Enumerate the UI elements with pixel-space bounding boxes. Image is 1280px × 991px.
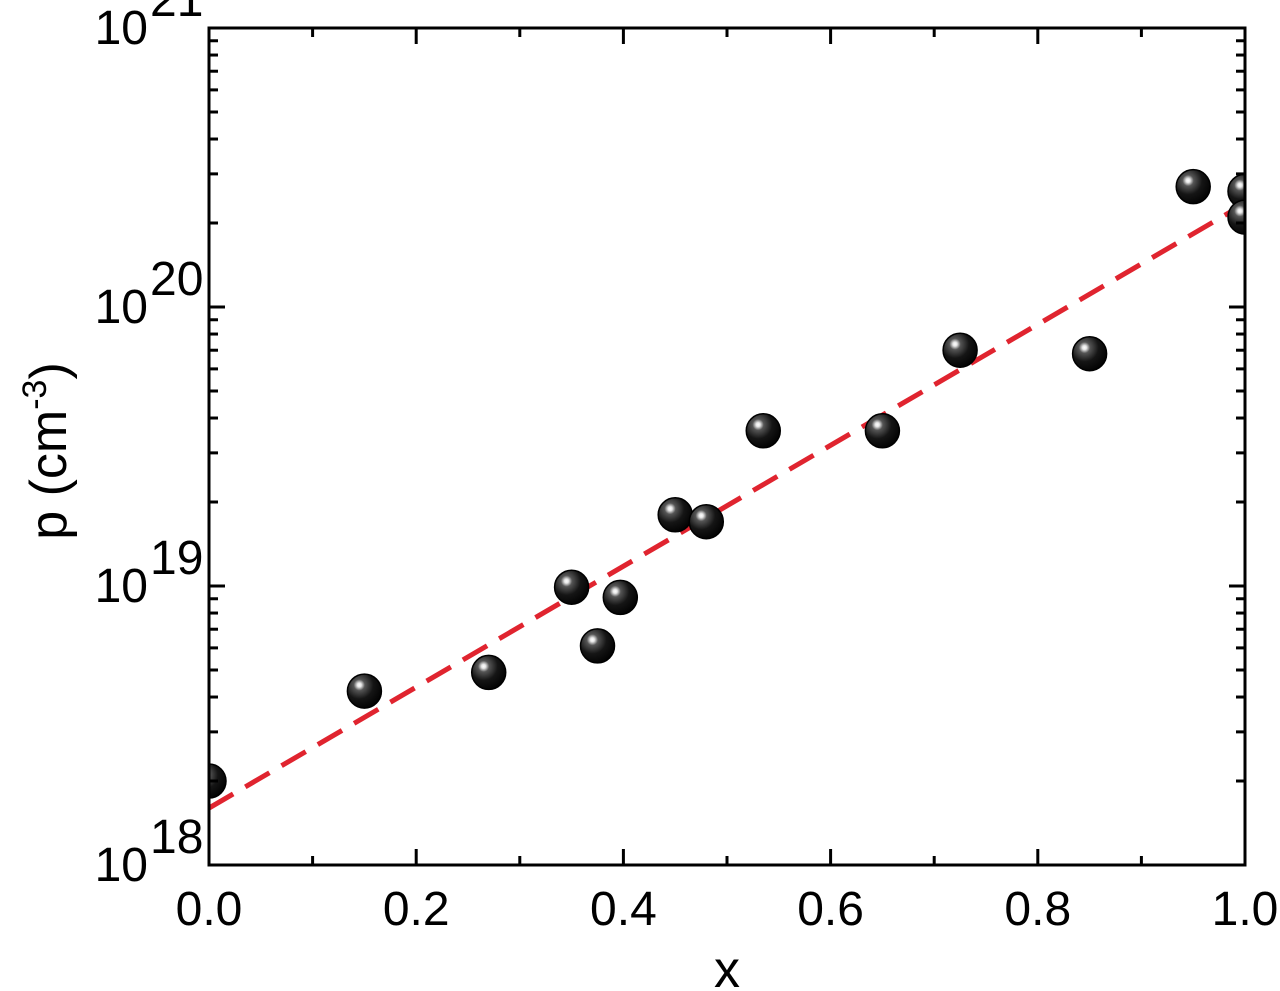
plot-frame: [207, 26, 1247, 867]
y-tick-label-base: 10: [95, 560, 148, 613]
data-points-layer: [209, 168, 1245, 799]
data-point-sphere: [470, 654, 507, 691]
data-point: [470, 654, 507, 691]
x-axis-title: x: [714, 941, 740, 991]
data-point-sphere: [1227, 199, 1245, 235]
y-tick-label: 10: [95, 560, 148, 613]
plot-area: [209, 168, 1245, 811]
data-point: [1227, 173, 1245, 209]
data-point: [1227, 199, 1245, 235]
data-point: [579, 628, 616, 664]
x-tick-label: 1.0: [1212, 883, 1279, 936]
y-tick-label-exponent: 19: [150, 532, 203, 585]
data-point-sphere: [579, 628, 616, 664]
data-point: [1175, 168, 1211, 205]
y-tick-label-base: 10: [95, 2, 148, 55]
y-axis-title: p (cm-3): [16, 362, 78, 540]
fit-line-layer: [209, 201, 1245, 811]
data-point-sphere: [1175, 168, 1211, 205]
data-point-sphere: [657, 497, 693, 533]
data-point-sphere: [602, 579, 639, 616]
x-tick-label: 0.2: [383, 883, 450, 936]
data-point: [864, 413, 901, 449]
y-axis-title-main: p (cm: [20, 410, 78, 540]
data-point: [602, 579, 639, 616]
data-point: [745, 413, 782, 449]
y-tick-label-base: 10: [95, 839, 148, 892]
data-point: [942, 332, 978, 368]
y-axis-title-close: ): [20, 362, 78, 379]
data-point: [553, 569, 590, 605]
data-point: [1071, 335, 1108, 372]
x-tick-label: 0.0: [176, 883, 243, 936]
data-point-sphere: [745, 413, 782, 449]
data-point-sphere: [346, 673, 383, 709]
y-tick-label-exponent: 21: [150, 0, 203, 27]
data-point-sphere: [1071, 335, 1108, 372]
data-point-sphere: [553, 569, 590, 605]
y-tick-label: 10: [95, 839, 148, 892]
data-point-sphere: [688, 503, 725, 540]
data-point-sphere: [864, 413, 901, 449]
x-tick-label: 0.8: [1004, 883, 1071, 936]
y-tick-label-exponent: 20: [150, 253, 203, 306]
y-tick-label-base: 10: [95, 281, 148, 334]
y-axis-title-sup: -3: [16, 380, 54, 410]
y-tick-label: 10: [95, 281, 148, 334]
data-point-sphere: [942, 332, 978, 368]
y-tick-label-exponent: 18: [150, 811, 203, 864]
y-tick-label: 10: [95, 2, 148, 55]
fit-line: [209, 201, 1245, 811]
data-point: [688, 503, 725, 540]
data-point: [657, 497, 693, 533]
data-point-sphere: [1227, 173, 1245, 209]
x-tick-label: 0.6: [797, 883, 864, 936]
x-axis: 0.0 0.2 0.4 0.6 0.8 1.0: [176, 28, 1279, 936]
x-tick-label: 0.4: [590, 883, 657, 936]
data-point: [346, 673, 383, 709]
